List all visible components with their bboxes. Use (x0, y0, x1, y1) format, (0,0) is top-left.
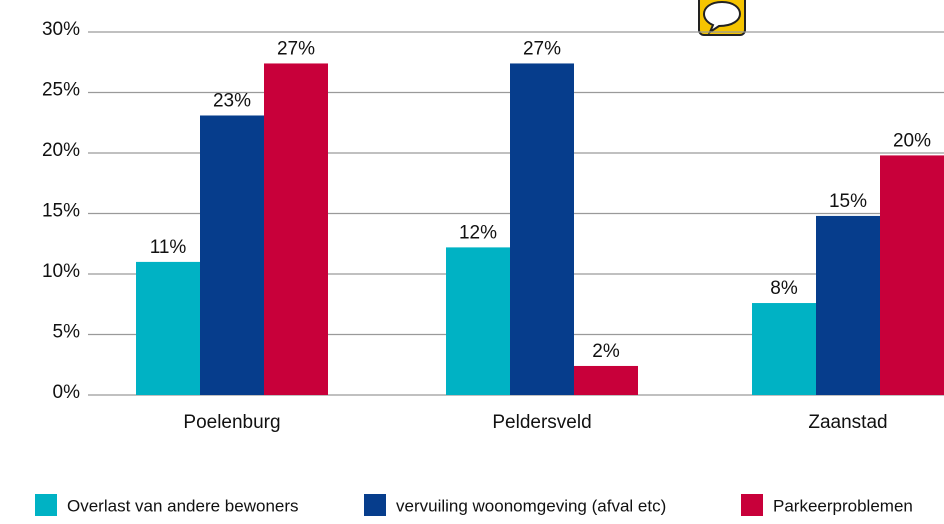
bar (880, 155, 944, 395)
legend-swatch (364, 494, 386, 516)
comment-icon (698, 0, 746, 36)
data-label: 2% (592, 341, 620, 362)
legend-label: vervuiling woonomgeving (afval etc) (396, 496, 666, 515)
bar (510, 63, 574, 396)
legend-label: Overlast van andere bewoners (67, 496, 299, 515)
legend-swatch (741, 494, 763, 516)
data-label: 27% (277, 38, 315, 59)
bar (574, 365, 638, 395)
x-tick-label: Poelenburg (183, 412, 280, 433)
legend-label: Parkeerproblemen (773, 496, 913, 515)
x-tick-label: Zaanstad (808, 412, 887, 433)
bar (136, 261, 200, 395)
bar (264, 63, 328, 396)
data-label: 27% (523, 38, 561, 59)
y-tick-label: 25% (42, 80, 80, 101)
y-tick-label: 10% (42, 261, 80, 282)
y-tick-label: 20% (42, 140, 80, 161)
data-label: 15% (829, 191, 867, 212)
y-tick-label: 15% (42, 201, 80, 222)
bar (200, 115, 264, 396)
data-label: 11% (150, 237, 187, 258)
data-label: 20% (893, 130, 931, 151)
data-label: 23% (213, 91, 251, 112)
data-label: 12% (459, 222, 497, 243)
bar (816, 215, 880, 395)
legend-swatch (35, 494, 57, 516)
y-tick-label: 5% (53, 322, 81, 343)
data-label: 8% (770, 278, 798, 299)
y-tick-label: 0% (53, 382, 81, 403)
x-tick-label: Peldersveld (492, 412, 591, 433)
bar (446, 247, 510, 395)
y-tick-label: 30% (42, 19, 80, 40)
bar (752, 303, 816, 395)
